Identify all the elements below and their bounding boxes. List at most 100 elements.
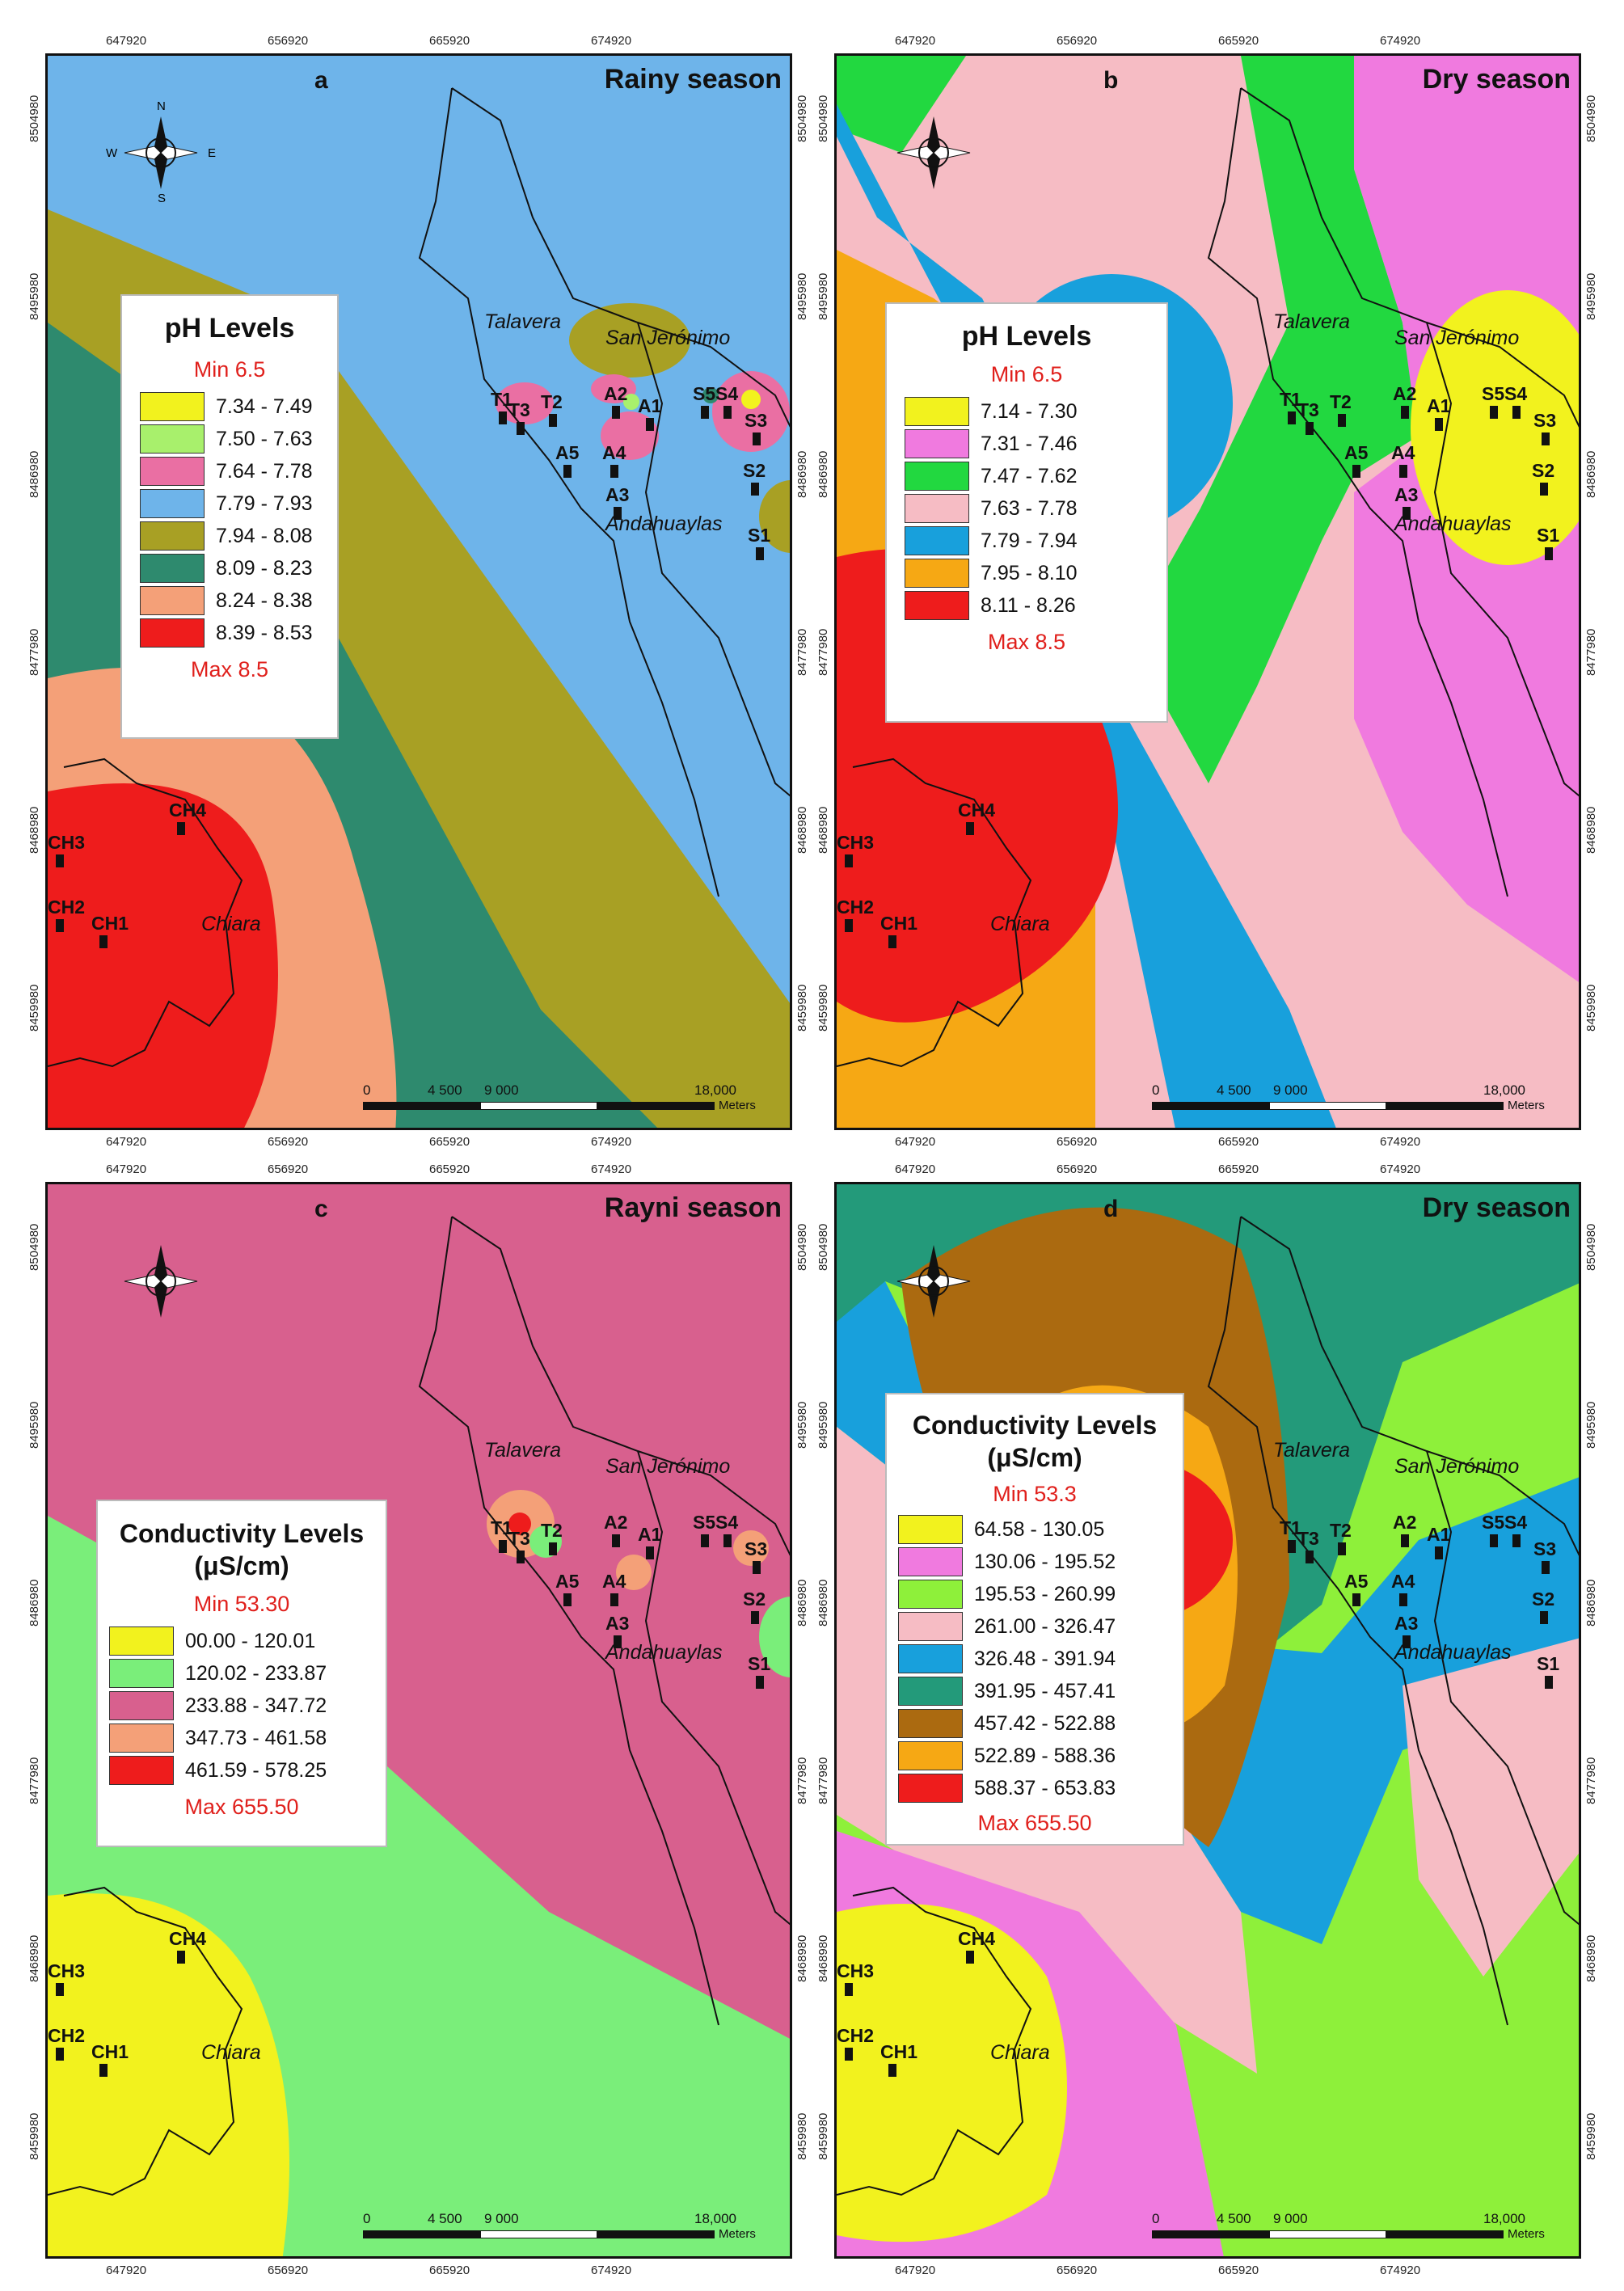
y-tick-label: 8495980: [1584, 272, 1598, 320]
legend-max: Max 8.5: [987, 630, 1066, 654]
site-marker-icon: [99, 2064, 108, 2077]
legend-rows-d: 64.58 - 130.05 130.06 - 195.52 195.53 - 26…: [887, 1513, 1183, 1804]
legend-item: 261.00 - 326.47: [898, 1610, 1183, 1643]
y-tick-label: 8468980: [795, 1934, 809, 1982]
scale-label-0: 0: [363, 2211, 371, 2226]
legend-rows-b: 7.14 - 7.30 7.31 - 7.46 7.47 - 7.62 7.63 - …: [887, 395, 1166, 622]
site-label: A4: [1391, 442, 1415, 463]
place-san-jeronimo: San Jerónimo: [605, 327, 731, 349]
legend-swatch: [898, 1709, 963, 1738]
site-label: A5: [555, 1571, 580, 1592]
place-andahuaylas: Andahuaylas: [1394, 513, 1512, 535]
x-tick-label: 647920: [895, 2264, 936, 2277]
site-label: A5: [555, 442, 580, 463]
site-label: T3: [508, 1528, 530, 1549]
site-label: CH4: [169, 1928, 207, 1949]
site-label: S1: [748, 1653, 771, 1674]
site-marker-icon: [1540, 1611, 1548, 1624]
site-marker-icon: [517, 1551, 525, 1563]
site-label: A2: [1393, 1512, 1417, 1533]
site-marker-icon: [751, 483, 759, 496]
site-label: S1: [748, 525, 771, 546]
x-tick-label: 665920: [429, 34, 470, 48]
legend-label: 7.79 - 7.93: [216, 492, 313, 515]
legend-swatch: [109, 1724, 174, 1753]
scale-label-2: 9 000: [1273, 2211, 1308, 2226]
site-label: S2: [743, 1589, 766, 1610]
x-tick-label: 674920: [591, 2264, 632, 2277]
y-tick-label: 8468980: [27, 1934, 41, 1982]
site-marker-icon: [646, 1546, 654, 1559]
map-panel-c: c Rayni season Conductivity Levels (μS/c…: [45, 1182, 792, 2259]
y-tick-label: 8459980: [795, 2112, 809, 2160]
legend-max: Max 655.50: [977, 1811, 1092, 1835]
y-tick-label: 8459980: [795, 984, 809, 1032]
map-panel-d: d Dry season Conductivity Levels (μS/cm)…: [834, 1182, 1581, 2259]
x-tick-label: 674920: [1380, 2264, 1421, 2277]
legend-swatch: [905, 429, 969, 458]
site-marker-icon: [1512, 1534, 1521, 1547]
season-title-c: Rayni season: [604, 1192, 782, 1223]
site-label: A3: [1394, 1613, 1419, 1634]
scale-label-3: 18,000: [694, 2211, 736, 2226]
x-tick-label: 674920: [591, 1135, 632, 1149]
legend-swatch: [140, 554, 205, 583]
y-tick-label: 8477980: [816, 1757, 830, 1804]
place-san-jeronimo: San Jerónimo: [1394, 1455, 1520, 1478]
site-label: A2: [604, 1512, 628, 1533]
legend-title: pH Levels: [961, 321, 1092, 352]
site-label: A1: [1427, 395, 1451, 416]
site-marker-icon: [1288, 411, 1296, 424]
site-marker-icon: [701, 406, 709, 419]
site-marker-icon: [614, 507, 622, 520]
y-tick-label: 8504980: [27, 1223, 41, 1271]
legend-swatch: [898, 1612, 963, 1641]
y-tick-label: 8468980: [816, 1934, 830, 1982]
x-tick-label: 674920: [591, 34, 632, 48]
site-marker-icon: [1338, 414, 1346, 427]
site-label: S4: [715, 383, 739, 404]
compass-rose-icon: N S W E: [106, 99, 216, 205]
site-marker-icon: [723, 406, 732, 419]
y-tick-label: 8486980: [795, 450, 809, 498]
y-tick-label: 8486980: [795, 1579, 809, 1626]
legend-swatch: [905, 494, 969, 523]
legend-item: 7.14 - 7.30: [905, 395, 1166, 428]
y-tick-label: 8504980: [1584, 1223, 1598, 1271]
legend-label: 7.95 - 8.10: [981, 561, 1078, 584]
site-label: CH1: [91, 913, 129, 934]
panel-letter-d: d: [1103, 1196, 1119, 1222]
y-tick-label: 8468980: [27, 806, 41, 854]
scale-label-1: 4 500: [1217, 2211, 1251, 2226]
scale-label-0: 0: [1152, 1082, 1160, 1098]
legend-max: Max 8.5: [190, 657, 269, 681]
x-tick-label: 647920: [895, 1162, 936, 1176]
site-marker-icon: [499, 411, 507, 424]
y-tick-label: 8486980: [27, 450, 41, 498]
x-tick-label: 665920: [1218, 1135, 1259, 1149]
legend-label: 7.47 - 7.62: [981, 464, 1078, 487]
y-tick-label: 8477980: [816, 628, 830, 676]
legend-swatch: [109, 1659, 174, 1688]
legend-label: 130.06 - 195.52: [974, 1550, 1116, 1573]
scale-unit: Meters: [719, 2227, 756, 2241]
season-title-b: Dry season: [1422, 64, 1571, 95]
y-tick-label: 8495980: [27, 272, 41, 320]
site-marker-icon: [756, 547, 764, 560]
legend-label: 7.34 - 7.49: [216, 394, 313, 418]
season-title-a: Rainy season: [604, 64, 782, 95]
site-marker-icon: [612, 1534, 620, 1547]
site-label: T1: [491, 389, 513, 410]
site-label: A3: [605, 484, 630, 505]
scale-label-3: 18,000: [1483, 1082, 1525, 1098]
legend-swatch: [905, 559, 969, 588]
y-tick-label: 8477980: [795, 628, 809, 676]
site-marker-icon: [1352, 1593, 1360, 1606]
site-marker-icon: [1401, 1534, 1409, 1547]
y-tick-label: 8486980: [816, 1579, 830, 1626]
y-tick-label: 8495980: [816, 1401, 830, 1449]
scale-label-1: 4 500: [1217, 1082, 1251, 1098]
scale-label-1: 4 500: [428, 1082, 462, 1098]
site-label: S3: [745, 1538, 768, 1559]
legend-title: Conductivity Levels (μS/cm): [119, 1519, 365, 1580]
